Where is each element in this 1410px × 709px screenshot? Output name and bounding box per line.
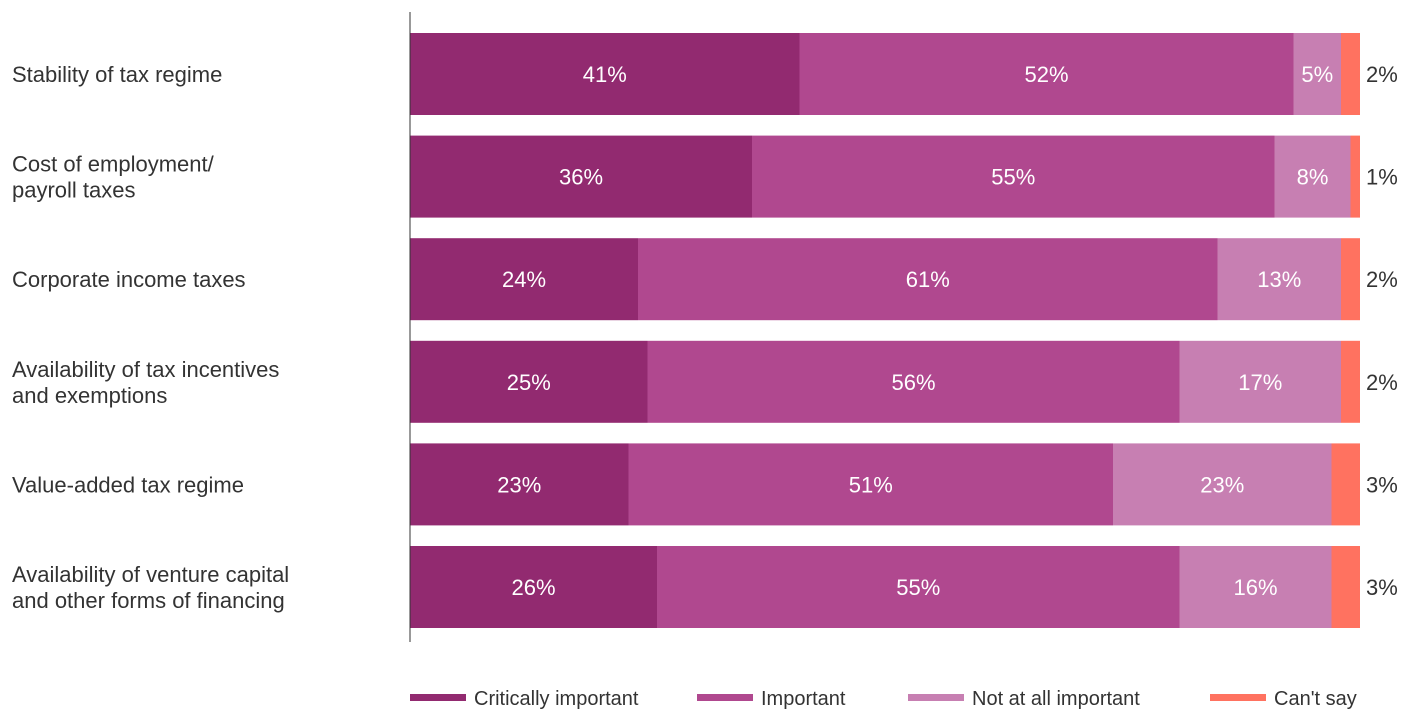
bar-segment xyxy=(1331,546,1360,628)
bar-segment xyxy=(410,135,752,218)
bar-segment xyxy=(1341,340,1360,423)
legend-item: Important xyxy=(697,688,846,709)
bar-segment xyxy=(1293,33,1341,115)
bar-segment xyxy=(799,33,1294,115)
category-label: Stability of tax regime xyxy=(12,62,222,87)
data-label: 1% xyxy=(1366,165,1398,190)
bar-segment xyxy=(1179,546,1332,628)
bar-segment xyxy=(657,546,1180,628)
bar-segment xyxy=(752,135,1275,218)
data-label: 2% xyxy=(1366,62,1398,87)
data-label: 5% xyxy=(1301,62,1333,87)
legend-swatch xyxy=(1210,694,1266,701)
data-label: 3% xyxy=(1366,575,1398,600)
bar-segment xyxy=(410,238,638,321)
data-label: 2% xyxy=(1366,267,1398,292)
legend-swatch xyxy=(410,694,466,701)
category-label: and other forms of financing xyxy=(12,588,285,613)
bar-segment xyxy=(1341,238,1360,321)
bar-segment xyxy=(647,340,1180,423)
data-label: 23% xyxy=(1200,472,1244,497)
legend-swatch xyxy=(697,694,753,701)
legend-label: Important xyxy=(761,688,846,709)
bar-segment xyxy=(1350,135,1360,218)
category-label: Corporate income taxes xyxy=(12,267,246,292)
bar-segment xyxy=(1331,443,1360,526)
bar-segment xyxy=(410,443,629,526)
legend-item: Can't say xyxy=(1210,688,1357,709)
legend: Critically important Important Not at all … xyxy=(410,688,1357,709)
legend-label: Critically important xyxy=(474,688,639,709)
legend-item: Critically important xyxy=(410,688,639,709)
data-label: 2% xyxy=(1366,370,1398,395)
bar-segment xyxy=(410,340,648,423)
data-label: 8% xyxy=(1297,165,1329,190)
data-label: 16% xyxy=(1233,575,1277,600)
bars-group: 41% 52% 5% 2% 36% 55% 8% 1% 24% 61% 13% 2% 25% 56% 17%… xyxy=(410,33,1398,628)
data-label: 61% xyxy=(906,267,950,292)
legend-label: Not at all important xyxy=(972,688,1140,709)
data-label: 3% xyxy=(1366,472,1398,497)
category-labels: Stability of tax regime Cost of employmen… xyxy=(12,62,289,613)
category-label: Availability of tax incentives xyxy=(12,357,279,382)
data-label: 26% xyxy=(511,575,555,600)
data-label: 13% xyxy=(1257,267,1301,292)
data-label: 23% xyxy=(497,472,541,497)
bar-segment xyxy=(1274,135,1351,218)
legend-swatch xyxy=(908,694,964,701)
bar-segment xyxy=(410,546,657,628)
data-label: 25% xyxy=(507,370,551,395)
data-label: 55% xyxy=(991,165,1035,190)
legend-item: Not at all important xyxy=(908,688,1140,709)
data-label: 36% xyxy=(559,165,603,190)
bar-segment xyxy=(410,33,800,115)
data-label: 51% xyxy=(849,472,893,497)
data-label: 55% xyxy=(896,575,940,600)
data-label: 56% xyxy=(891,370,935,395)
bar-segment xyxy=(1179,340,1341,423)
data-label: 17% xyxy=(1238,370,1282,395)
category-label: Value-added tax regime xyxy=(12,472,244,497)
category-label: payroll taxes xyxy=(12,178,136,203)
data-label: 52% xyxy=(1024,62,1068,87)
bar-segment xyxy=(638,238,1218,321)
legend-label: Can't say xyxy=(1274,688,1357,709)
data-label: 24% xyxy=(502,267,546,292)
category-label: Availability of venture capital xyxy=(12,562,289,587)
bar-segment xyxy=(628,443,1113,526)
category-label: Cost of employment/ xyxy=(12,152,215,177)
bar-segment xyxy=(1341,33,1360,115)
bar-segment xyxy=(1113,443,1332,526)
data-label: 41% xyxy=(583,62,627,87)
bar-segment xyxy=(1217,238,1341,321)
category-label: and exemptions xyxy=(12,383,167,408)
